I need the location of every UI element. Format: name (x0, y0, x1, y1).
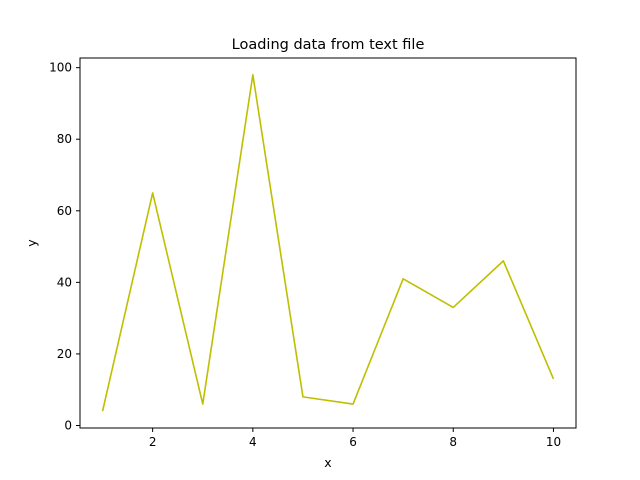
y-tick-label: 60 (57, 204, 72, 218)
plot-frame (79, 57, 577, 429)
chart-title: Loading data from text file (232, 37, 425, 53)
y-tick-label: 40 (57, 275, 72, 289)
y-axis-label: y (24, 239, 39, 247)
y-tick-label: 100 (49, 61, 72, 75)
plot-area (80, 58, 576, 428)
series-group (101, 74, 555, 412)
y-tick-label: 80 (57, 132, 72, 146)
x-tick-label: 10 (546, 435, 561, 449)
x-tick-label: 4 (249, 435, 257, 449)
series-line (101, 74, 555, 412)
x-tick-label: 8 (449, 435, 457, 449)
x-axis-label: x (324, 455, 331, 470)
x-tick-label: 2 (149, 435, 157, 449)
x-tick-label: 6 (349, 435, 357, 449)
y-tick-label: 20 (57, 347, 72, 361)
y-tick-label: 0 (64, 418, 72, 432)
